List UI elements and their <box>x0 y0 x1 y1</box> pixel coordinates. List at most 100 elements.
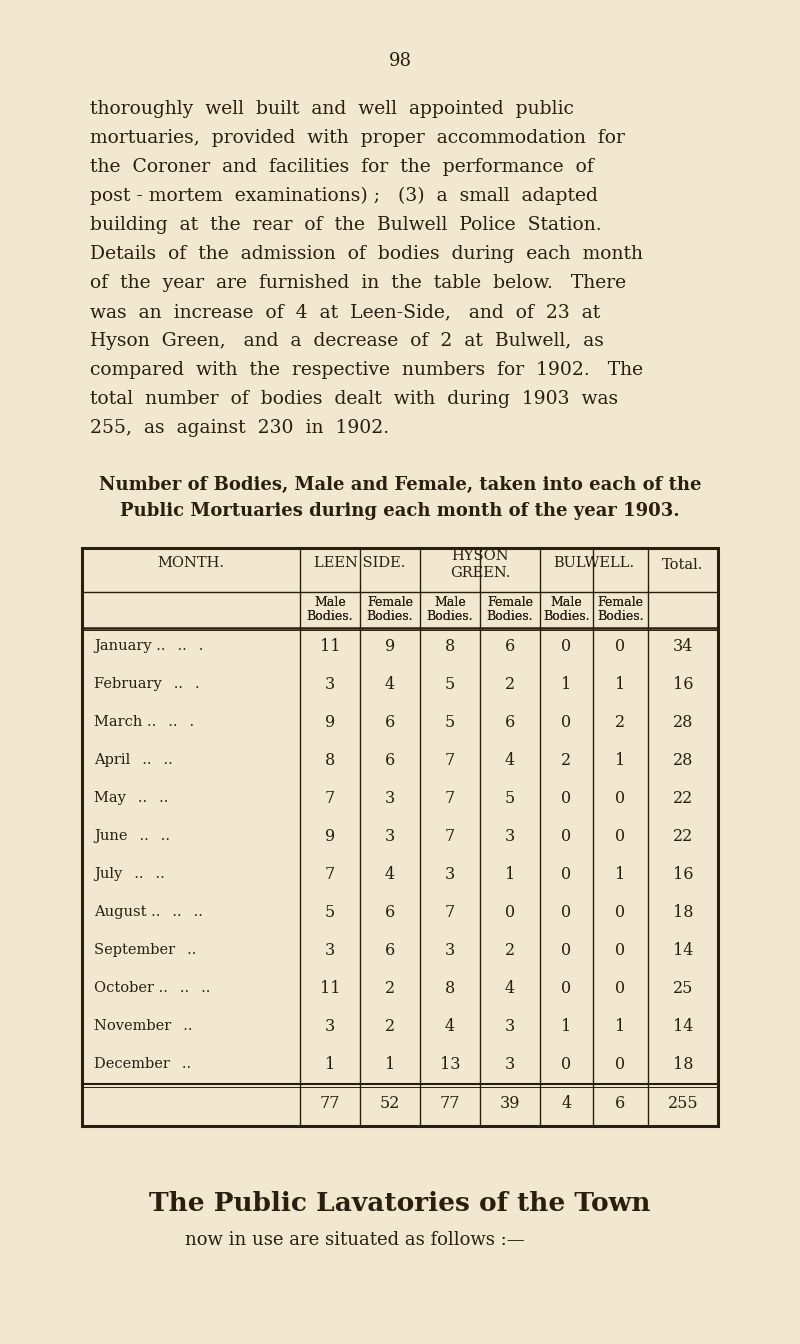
Text: 4: 4 <box>562 1094 571 1111</box>
Text: 1: 1 <box>505 866 515 883</box>
Text: 6: 6 <box>385 714 395 731</box>
Text: 0: 0 <box>562 638 571 655</box>
Text: 255,  as  against  230  in  1902.: 255, as against 230 in 1902. <box>90 419 389 437</box>
Text: Total.: Total. <box>662 558 704 573</box>
Text: 3: 3 <box>505 828 515 845</box>
Text: January ..  ..  .: January .. .. . <box>94 640 203 653</box>
Text: mortuaries,  provided  with  proper  accommodation  for: mortuaries, provided with proper accommo… <box>90 129 625 146</box>
Text: 2: 2 <box>505 676 515 692</box>
Text: 11: 11 <box>320 980 340 997</box>
Text: 1: 1 <box>325 1056 335 1073</box>
Text: 6: 6 <box>385 942 395 958</box>
Text: Bodies.: Bodies. <box>306 610 354 622</box>
Text: 3: 3 <box>385 790 395 806</box>
Text: 0: 0 <box>562 903 571 921</box>
Text: The Public Lavatories of the Town: The Public Lavatories of the Town <box>150 1191 650 1216</box>
Text: 11: 11 <box>320 638 340 655</box>
Text: 1: 1 <box>385 1056 395 1073</box>
Bar <box>82 548 718 1126</box>
Text: 0: 0 <box>615 903 626 921</box>
Text: 77: 77 <box>320 1094 340 1111</box>
Text: 28: 28 <box>673 714 693 731</box>
Text: 13: 13 <box>440 1056 460 1073</box>
Text: December  ..: December .. <box>94 1058 191 1071</box>
Text: 2: 2 <box>505 942 515 958</box>
Text: 3: 3 <box>325 1017 335 1035</box>
Text: 18: 18 <box>673 1056 694 1073</box>
Text: 2: 2 <box>385 980 395 997</box>
Text: Female: Female <box>367 595 413 609</box>
Text: 4: 4 <box>385 676 395 692</box>
Text: 98: 98 <box>389 52 411 70</box>
Text: 28: 28 <box>673 751 693 769</box>
Text: compared  with  the  respective  numbers  for  1902.   The: compared with the respective numbers for… <box>90 362 643 379</box>
Text: now in use are situated as follows :—: now in use are situated as follows :— <box>185 1231 525 1249</box>
Text: March ..  ..  .: March .. .. . <box>94 715 194 730</box>
Text: 3: 3 <box>505 1056 515 1073</box>
Text: 3: 3 <box>445 866 455 883</box>
Text: 0: 0 <box>505 903 515 921</box>
Text: 77: 77 <box>440 1094 460 1111</box>
Text: 2: 2 <box>562 751 571 769</box>
Text: 7: 7 <box>325 866 335 883</box>
Text: BULWELL.: BULWELL. <box>554 556 634 570</box>
Text: Male: Male <box>550 595 582 609</box>
Text: Bodies.: Bodies. <box>486 610 534 622</box>
Text: November  ..: November .. <box>94 1019 193 1034</box>
Text: 7: 7 <box>325 790 335 806</box>
Text: 1: 1 <box>615 866 626 883</box>
Text: 6: 6 <box>505 638 515 655</box>
Text: 5: 5 <box>445 714 455 731</box>
Text: 7: 7 <box>445 828 455 845</box>
Text: 0: 0 <box>562 1056 571 1073</box>
Text: April  ..  ..: April .. .. <box>94 753 173 767</box>
Text: 4: 4 <box>385 866 395 883</box>
Text: the  Coroner  and  facilities  for  the  performance  of: the Coroner and facilities for the perfo… <box>90 159 594 176</box>
Text: Bodies.: Bodies. <box>426 610 474 622</box>
Text: 34: 34 <box>673 638 693 655</box>
Text: 5: 5 <box>445 676 455 692</box>
Text: 3: 3 <box>445 942 455 958</box>
Text: LEEN SIDE.: LEEN SIDE. <box>314 556 406 570</box>
Text: 9: 9 <box>325 828 335 845</box>
Text: 5: 5 <box>325 903 335 921</box>
Text: 6: 6 <box>385 751 395 769</box>
Text: 6: 6 <box>505 714 515 731</box>
Text: MONTH.: MONTH. <box>158 556 225 570</box>
Text: 4: 4 <box>445 1017 455 1035</box>
Text: 5: 5 <box>505 790 515 806</box>
Text: 14: 14 <box>673 1017 693 1035</box>
Text: thoroughly  well  built  and  well  appointed  public: thoroughly well built and well appointed… <box>90 99 574 118</box>
Text: Details  of  the  admission  of  bodies  during  each  month: Details of the admission of bodies durin… <box>90 245 643 263</box>
Text: Bodies.: Bodies. <box>598 610 644 622</box>
Text: Public Mortuaries during each month of the year 1903.: Public Mortuaries during each month of t… <box>120 503 680 520</box>
Text: 16: 16 <box>673 676 694 692</box>
Text: Male: Male <box>434 595 466 609</box>
Text: Bodies.: Bodies. <box>426 610 474 622</box>
Text: Bodies.: Bodies. <box>366 610 414 622</box>
Text: 4: 4 <box>505 751 515 769</box>
Text: 7: 7 <box>445 903 455 921</box>
Text: Female: Female <box>598 595 643 609</box>
Text: 2: 2 <box>385 1017 395 1035</box>
Text: Bodies.: Bodies. <box>486 610 534 622</box>
Text: GREEN.: GREEN. <box>450 566 510 581</box>
Text: 1: 1 <box>562 1017 572 1035</box>
Text: 0: 0 <box>562 828 571 845</box>
Text: October ..  ..  ..: October .. .. .. <box>94 981 210 996</box>
Text: 8: 8 <box>445 638 455 655</box>
Text: Bodies.: Bodies. <box>598 610 644 622</box>
Text: Bodies.: Bodies. <box>306 610 354 622</box>
Text: Male: Male <box>314 595 346 609</box>
Text: May  ..  ..: May .. .. <box>94 792 168 805</box>
Text: June  ..  ..: June .. .. <box>94 829 170 843</box>
Text: 9: 9 <box>325 714 335 731</box>
Text: August ..  ..  ..: August .. .. .. <box>94 906 203 919</box>
Text: Male: Male <box>314 595 346 609</box>
Text: 3: 3 <box>325 676 335 692</box>
Text: 0: 0 <box>615 1056 626 1073</box>
Text: 7: 7 <box>445 790 455 806</box>
Text: post - mortem  examinations) ;   (3)  a  small  adapted: post - mortem examinations) ; (3) a smal… <box>90 187 598 206</box>
Text: Male: Male <box>434 595 466 609</box>
Text: Bodies.: Bodies. <box>366 610 414 622</box>
